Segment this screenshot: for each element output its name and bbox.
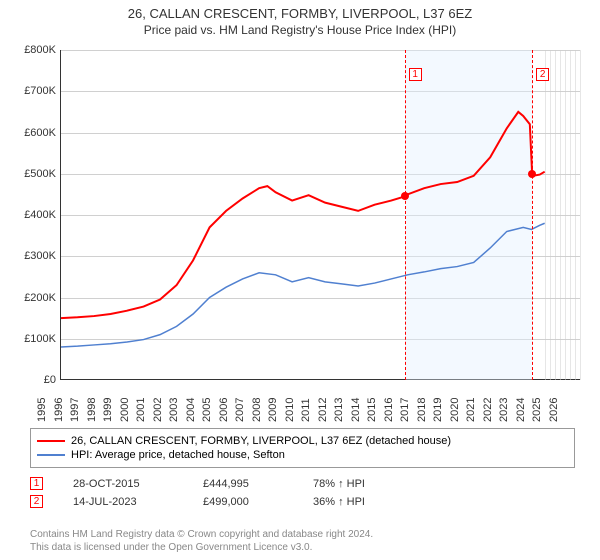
footer-line1: Contains HM Land Registry data © Crown c… xyxy=(30,528,373,541)
footer-line2: This data is licensed under the Open Gov… xyxy=(30,541,373,554)
ytick: £100K xyxy=(24,333,56,345)
title-line2: Price paid vs. HM Land Registry's House … xyxy=(0,23,600,37)
sales-table: 1 28-OCT-2015 £444,995 78% ↑ HPI 2 14-JU… xyxy=(30,472,413,513)
sale-marker-1: 1 xyxy=(30,477,43,490)
plot-area: 12 xyxy=(60,50,580,380)
sale-vline xyxy=(532,50,533,380)
sale-vline xyxy=(405,50,406,380)
xtick: 2026 xyxy=(548,398,572,422)
ytick: £0 xyxy=(44,374,56,386)
sale-pct-2: 36% ↑ HPI xyxy=(313,496,413,508)
sale-pct-1: 78% ↑ HPI xyxy=(313,478,413,490)
ytick: £300K xyxy=(24,250,56,262)
sale-marker-2: 2 xyxy=(30,495,43,508)
ytick: £700K xyxy=(24,85,56,97)
chart-container: £0£100K£200K£300K£400K£500K£600K£700K£80… xyxy=(30,50,580,400)
sale-date-1: 28-OCT-2015 xyxy=(73,478,173,490)
legend-label-2: HPI: Average price, detached house, Seft… xyxy=(71,449,285,461)
sale-row-1: 1 28-OCT-2015 £444,995 78% ↑ HPI xyxy=(30,477,413,490)
series-property_price xyxy=(61,112,545,318)
sale-row-2: 2 14-JUL-2023 £499,000 36% ↑ HPI xyxy=(30,495,413,508)
legend-item-1: 26, CALLAN CRESCENT, FORMBY, LIVERPOOL, … xyxy=(37,435,568,447)
ytick: £400K xyxy=(24,209,56,221)
ytick: £800K xyxy=(24,44,56,56)
legend-label-1: 26, CALLAN CRESCENT, FORMBY, LIVERPOOL, … xyxy=(71,435,451,447)
legend-swatch-1 xyxy=(37,440,65,442)
chart-title-block: 26, CALLAN CRESCENT, FORMBY, LIVERPOOL, … xyxy=(0,0,600,37)
legend-swatch-2 xyxy=(37,454,65,456)
footer-attribution: Contains HM Land Registry data © Crown c… xyxy=(30,528,373,554)
title-line1: 26, CALLAN CRESCENT, FORMBY, LIVERPOOL, … xyxy=(0,6,600,21)
sale-dot xyxy=(528,170,536,178)
chart-lines xyxy=(61,50,581,380)
legend-box: 26, CALLAN CRESCENT, FORMBY, LIVERPOOL, … xyxy=(30,428,575,468)
sale-date-2: 14-JUL-2023 xyxy=(73,496,173,508)
ytick: £200K xyxy=(24,292,56,304)
ytick: £600K xyxy=(24,127,56,139)
sale-price-1: £444,995 xyxy=(203,478,283,490)
sale-marker-box: 2 xyxy=(536,68,549,81)
series-hpi_sefton xyxy=(61,223,545,347)
ytick: £500K xyxy=(24,168,56,180)
sale-marker-box: 1 xyxy=(409,68,422,81)
legend-item-2: HPI: Average price, detached house, Seft… xyxy=(37,449,568,461)
sale-price-2: £499,000 xyxy=(203,496,283,508)
sale-dot xyxy=(401,192,409,200)
